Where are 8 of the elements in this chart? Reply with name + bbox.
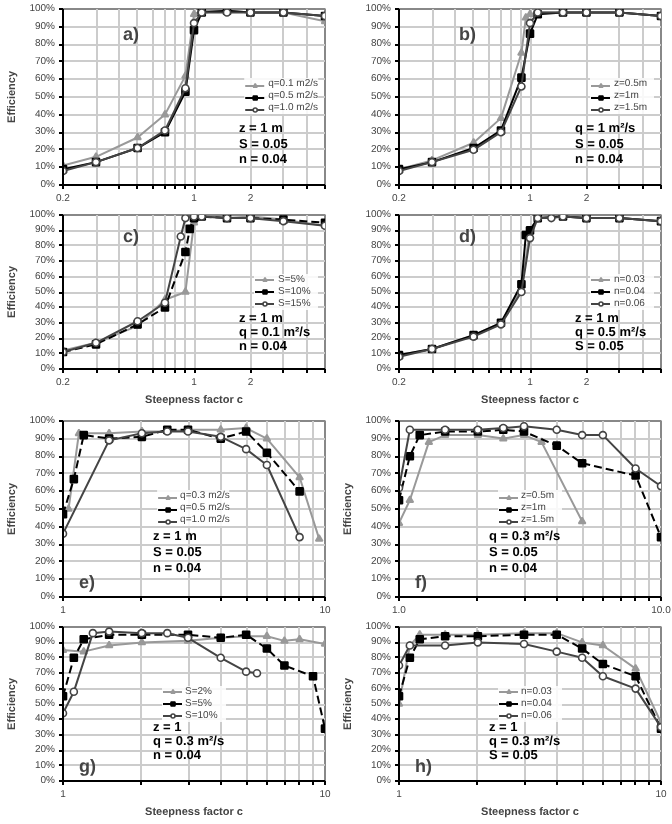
annotation: a) bbox=[123, 24, 140, 45]
annotation: c) bbox=[123, 225, 140, 246]
annotation: f) bbox=[415, 571, 427, 592]
annotation: d) bbox=[459, 225, 476, 246]
annotation: g) bbox=[79, 756, 96, 777]
annotation: b) bbox=[459, 24, 476, 45]
annotation: e) bbox=[79, 571, 96, 592]
annotation: h) bbox=[415, 756, 432, 777]
